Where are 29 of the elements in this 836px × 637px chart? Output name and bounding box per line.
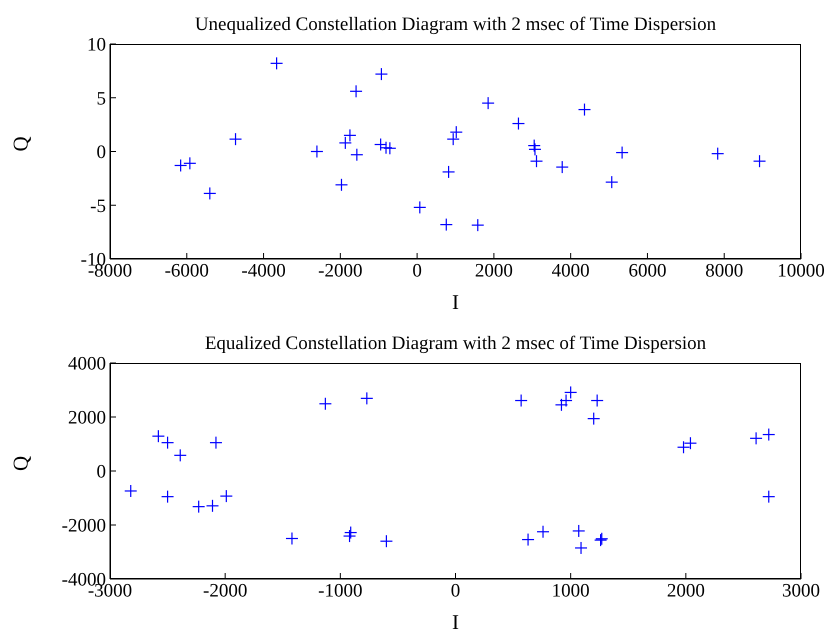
x-tick-label: 6000 bbox=[628, 260, 666, 282]
y-tick-label: 10 bbox=[87, 34, 106, 56]
x-tick-label: -6000 bbox=[164, 260, 209, 282]
chart-title: Equalized Constellation Diagram with 2 msec of Time Dispersion bbox=[204, 333, 708, 355]
y-tick-label: 2000 bbox=[68, 408, 106, 429]
x-tick-label: 8000 bbox=[705, 260, 744, 282]
y-tick-label: 0 bbox=[96, 142, 106, 164]
x-tick-label: 4000 bbox=[552, 260, 590, 282]
y-tick-label: -5 bbox=[90, 196, 106, 217]
x-tick-label: 2000 bbox=[474, 260, 513, 282]
x-tick-label: -1000 bbox=[318, 580, 362, 602]
chart-title: Unequalized Constellation Diagram with 2 msec of Time Dispersion bbox=[194, 14, 718, 36]
y-axis-title: Q bbox=[8, 456, 32, 471]
x-tick-label: 0 bbox=[412, 260, 422, 282]
y-tick-label: 4000 bbox=[68, 354, 106, 375]
x-tick-label: 10000 bbox=[777, 260, 825, 282]
x-tick-label: -4000 bbox=[241, 260, 286, 282]
y-axis-title: Q bbox=[8, 136, 32, 152]
x-tick-label: 2000 bbox=[666, 580, 705, 602]
x-tick-label: 0 bbox=[450, 580, 460, 602]
y-tick-label: 0 bbox=[96, 462, 106, 483]
x-axis-title: I bbox=[452, 610, 459, 634]
x-tick-label: 1000 bbox=[552, 580, 590, 602]
x-tick-label: 3000 bbox=[782, 580, 820, 602]
y-tick-label: -2000 bbox=[62, 516, 106, 537]
x-tick-label: -2000 bbox=[318, 260, 362, 282]
x-tick-label: -2000 bbox=[203, 580, 248, 602]
x-axis-title: I bbox=[452, 290, 459, 314]
y-tick-label: 5 bbox=[96, 88, 106, 110]
